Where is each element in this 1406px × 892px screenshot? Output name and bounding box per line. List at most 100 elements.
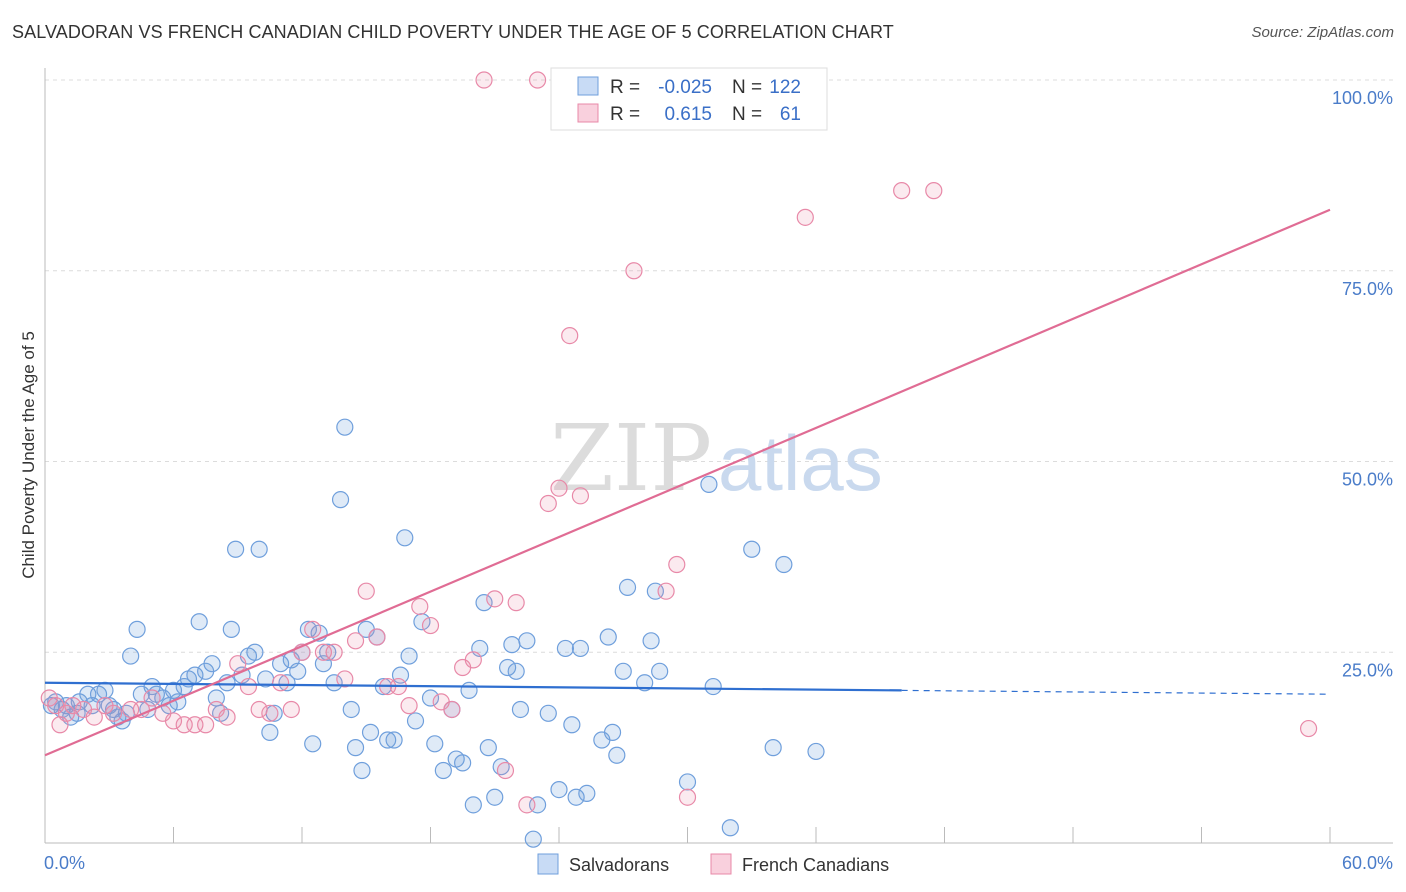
y-tick-labels: 25.0% 50.0% 75.0% 100.0% <box>1332 88 1393 680</box>
point-french-canadians-62 <box>1299 719 1318 738</box>
x-tick-label-1: 60.0% <box>1342 853 1393 873</box>
point-salvadorans-107 <box>651 662 669 680</box>
point-french-canadians-50 <box>561 327 579 345</box>
correlation-legend: R = -0.025 N = 122 R = 0.615 N = 61 <box>550 67 828 131</box>
legend-n-label-1: N = <box>732 77 762 98</box>
watermark-atlas: atlas <box>718 419 883 507</box>
bottom-legend-salvadorans: Salvadorans <box>569 855 669 875</box>
point-french-canadians-46 <box>518 796 536 814</box>
point-french-canadians-43 <box>486 590 504 608</box>
point-french-canadians-59 <box>796 208 814 226</box>
point-salvadorans-10 <box>96 681 114 700</box>
point-salvadorans-56 <box>336 418 354 436</box>
point-salvadorans-85 <box>503 636 521 654</box>
source-label: Source: ZipAtlas.com <box>1251 24 1394 41</box>
point-french-canadians-13 <box>164 712 183 730</box>
legend-r-value-1: -0.025 <box>658 77 712 98</box>
point-salvadorans-31 <box>203 655 221 673</box>
point-french-canadians-42 <box>475 71 493 89</box>
point-french-canadians-20 <box>239 677 258 696</box>
point-salvadorans-92 <box>550 780 568 799</box>
axes <box>44 68 1393 844</box>
y-tick-label-2: 75.0% <box>1342 279 1393 299</box>
y-tick-label-0: 25.0% <box>1342 660 1393 680</box>
point-french-canadians-41 <box>464 651 482 669</box>
point-french-canadians-36 <box>411 597 429 616</box>
point-salvadorans-99 <box>599 628 617 646</box>
x-tick-labels: 0.0% 60.0% <box>44 853 1393 873</box>
point-french-canadians-44 <box>496 761 515 780</box>
point-salvadorans-100 <box>603 723 622 741</box>
bottom-legend-french-canadians: French Canadians <box>742 855 889 875</box>
point-french-canadians-51 <box>571 487 590 505</box>
watermark-zip: ZIP <box>550 405 712 512</box>
point-salvadorans-61 <box>361 723 380 741</box>
point-salvadorans-40 <box>250 540 268 558</box>
series-legend: Salvadorans French Canadians <box>537 853 889 875</box>
point-french-canadians-21 <box>250 700 268 719</box>
point-salvadorans-42 <box>261 723 279 741</box>
point-salvadorans-87 <box>511 700 530 719</box>
point-salvadorans-103 <box>618 578 637 596</box>
legend-n-value-2: 61 <box>780 104 801 125</box>
point-salvadorans-111 <box>721 819 739 837</box>
point-french-canadians-56 <box>678 788 697 806</box>
point-french-canadians-49 <box>550 479 568 497</box>
point-salvadorans-47 <box>289 662 307 680</box>
point-french-canadians-55 <box>668 555 686 574</box>
point-french-canadians-39 <box>443 700 461 719</box>
point-salvadorans-86 <box>507 662 525 680</box>
point-salvadorans-114 <box>775 555 793 574</box>
legend-n-label-2: N = <box>732 104 762 125</box>
point-french-canadians-4 <box>64 697 82 715</box>
point-salvadorans-80 <box>475 594 493 612</box>
point-french-canadians-11 <box>143 689 161 707</box>
point-salvadorans-108 <box>678 773 697 791</box>
point-salvadorans-72 <box>426 735 444 753</box>
point-salvadorans-49 <box>299 620 318 638</box>
point-salvadorans-94 <box>563 716 581 734</box>
y-tick-label-3: 100.0% <box>1332 88 1393 108</box>
point-salvadorans-81 <box>479 739 497 757</box>
point-salvadorans-105 <box>642 632 660 650</box>
point-french-canadians-29 <box>336 670 354 688</box>
chart-title: SALVADORAN VS FRENCH CANADIAN CHILD POVE… <box>12 22 894 42</box>
point-salvadorans-101 <box>608 746 626 764</box>
point-salvadorans-89 <box>524 830 542 848</box>
point-salvadorans-112 <box>743 540 761 558</box>
point-salvadorans-88 <box>518 632 536 650</box>
y-tick-label-1: 50.0% <box>1342 470 1393 490</box>
point-salvadorans-36 <box>227 540 245 558</box>
point-salvadorans-97 <box>578 784 596 803</box>
point-salvadorans-16 <box>122 647 140 665</box>
point-french-canadians-18 <box>218 708 236 726</box>
point-salvadorans-67 <box>396 529 414 547</box>
point-french-canadians-22 <box>261 704 279 722</box>
bottom-legend-swatch-french-canadians <box>710 853 732 875</box>
point-french-canadians-26 <box>304 620 322 638</box>
point-salvadorans-45 <box>278 674 296 692</box>
point-salvadorans-95 <box>567 788 585 806</box>
point-french-canadians-23 <box>271 674 290 692</box>
point-french-canadians-32 <box>368 628 386 646</box>
point-french-canadians-19 <box>229 655 247 673</box>
point-salvadorans-104 <box>636 674 654 692</box>
legend-swatch-salvadorans <box>577 76 599 96</box>
x-tick-label-0: 0.0% <box>44 853 85 873</box>
point-salvadorans-82 <box>486 788 504 806</box>
point-salvadorans-71 <box>421 689 440 707</box>
point-french-canadians-47 <box>528 71 547 89</box>
point-salvadorans-57 <box>342 700 360 719</box>
point-salvadorans-76 <box>454 754 472 772</box>
point-salvadorans-64 <box>379 731 397 749</box>
point-salvadorans-17 <box>128 620 146 638</box>
legend-n-value-1: 122 <box>769 77 801 98</box>
point-salvadorans-113 <box>764 739 782 757</box>
gridlines <box>45 79 1393 653</box>
point-salvadorans-50 <box>304 735 322 753</box>
point-salvadorans-59 <box>353 761 371 780</box>
legend-r-label-1: R = <box>610 77 640 98</box>
point-salvadorans-65 <box>385 731 403 749</box>
point-salvadorans-91 <box>539 704 557 722</box>
trend-line-salvadorans-extension <box>901 689 1331 695</box>
